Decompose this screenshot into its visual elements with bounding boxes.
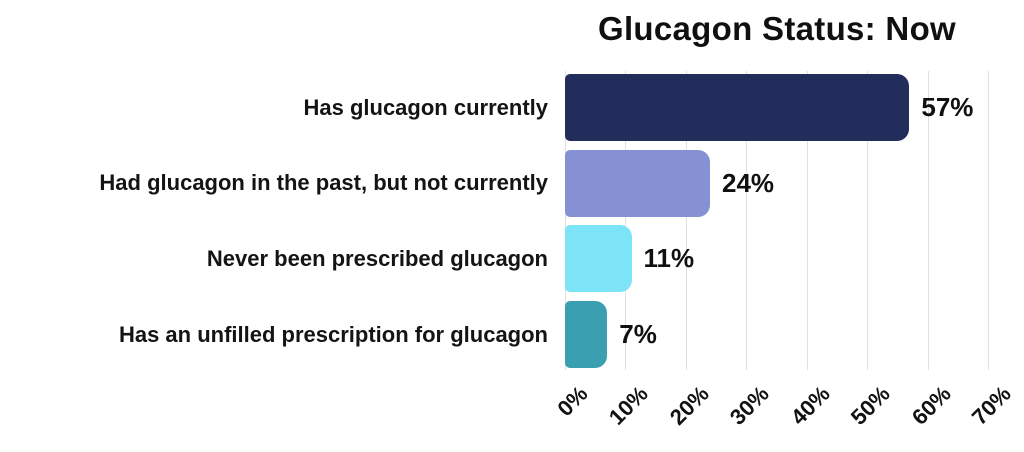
x-tick-label: 60%	[906, 381, 956, 430]
gridline	[806, 71, 808, 370]
value-label: 24%	[722, 167, 775, 198]
bar-row: Had glucagon in the past, but not curren…	[0, 149, 1024, 217]
value-label: 11%	[643, 243, 695, 274]
chart-title: Glucagon Status: Now	[597, 10, 956, 47]
gridline	[565, 71, 566, 370]
x-tick-label: 40%	[785, 381, 835, 430]
category-label: Never been prescribed glucagon	[206, 245, 548, 271]
category-label: Had glucagon in the past, but not curren…	[99, 170, 548, 196]
x-tick-label: 20%	[664, 381, 714, 430]
gridline	[625, 71, 627, 370]
gridline	[746, 71, 748, 370]
bar	[565, 149, 710, 217]
gridline	[988, 71, 989, 370]
x-tick-label: 30%	[725, 381, 774, 430]
bar-row: Never been prescribed glucagon 11%	[0, 225, 1024, 293]
value-label: 57%	[921, 92, 974, 122]
gridline	[685, 71, 687, 370]
gridline	[867, 71, 869, 370]
category-label: Has glucagon currently	[303, 94, 548, 120]
bar-row: Has glucagon currently 57%	[0, 74, 1024, 141]
bar	[565, 225, 632, 293]
gridline	[927, 71, 929, 370]
x-tick-label: 50%	[845, 381, 895, 430]
bar-row: Has an unfilled prescription for glucago…	[0, 301, 1024, 369]
bar	[565, 301, 608, 369]
bar	[565, 74, 910, 141]
x-tick-label: 10%	[604, 381, 654, 430]
x-tick-label: 0%	[552, 381, 593, 422]
x-tick-label: 70%	[966, 381, 1016, 430]
value-label: 7%	[619, 319, 657, 350]
category-label: Has an unfilled prescription for glucago…	[118, 321, 548, 347]
